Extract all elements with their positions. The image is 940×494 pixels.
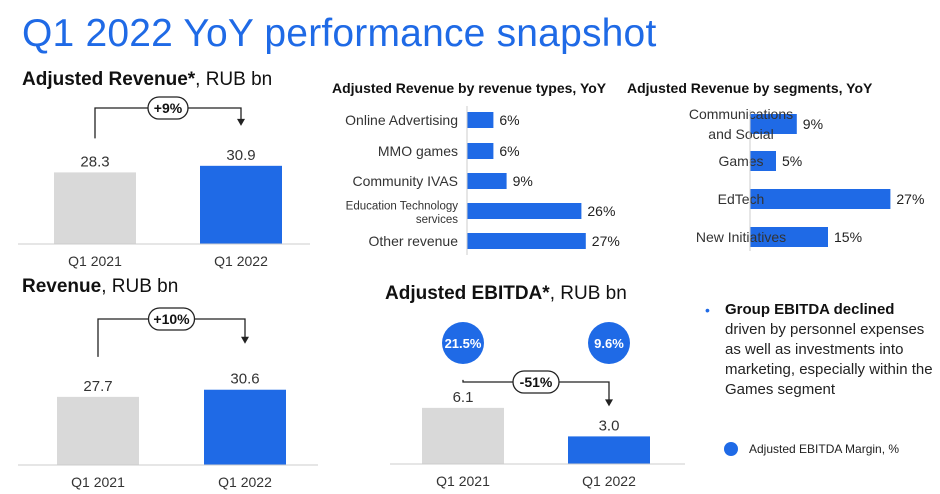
bar-q1-2021 <box>57 396 139 465</box>
notes-panel: • Group EBITDA declined driven by person… <box>705 300 940 400</box>
arrow-down-icon <box>241 336 249 344</box>
category-label: Q1 2021 <box>436 473 490 489</box>
change-label: +9% <box>154 100 183 116</box>
value-label: 27.7 <box>83 378 112 395</box>
category-label: Q1 2022 <box>218 474 272 490</box>
bullet-icon: • <box>705 302 710 318</box>
category-label: EdTech <box>718 191 765 207</box>
revenue-chart: 27.7 Q1 2021 30.6 Q1 2022 +10% <box>18 307 318 490</box>
category-label: Communications <box>689 106 793 122</box>
category-label: New Initiatives <box>696 229 786 245</box>
category-label: Q1 2021 <box>71 474 125 490</box>
value-label: 30.6 <box>230 371 259 388</box>
segments-chart: 9% Communications and Social 5% Games 27% EdTe… <box>689 106 924 251</box>
arrow-down-icon <box>237 118 245 126</box>
arrow-down-icon <box>605 399 613 407</box>
category-label: Community IVAS <box>352 173 458 189</box>
segments-title: Adjusted Revenue by segments, YoY <box>627 80 873 96</box>
category-label: Games <box>718 153 763 169</box>
bar-q1-2022 <box>568 436 650 464</box>
change-badge <box>512 370 560 394</box>
ebitda-title: Adjusted EBITDA*, RUB bn <box>385 283 627 305</box>
revenue-title: Revenue, RUB bn <box>22 276 178 298</box>
ebitda-title-unit: , RUB bn <box>549 283 627 304</box>
value-label: 30.9 <box>226 147 255 164</box>
adjusted-revenue-title: Adjusted Revenue*, RUB bn <box>22 69 272 91</box>
revenue-types-title: Adjusted Revenue by revenue types, YoY <box>332 80 607 96</box>
category-label: and Social <box>708 126 773 142</box>
value-label: 9% <box>803 116 823 132</box>
bar-3 <box>467 173 507 189</box>
page-title: Q1 2022 YoY performance snapshot <box>22 12 657 55</box>
bar-4 <box>467 203 582 219</box>
margin-legend-dot-icon <box>724 442 738 456</box>
revenue-title-unit: , RUB bn <box>101 276 179 297</box>
revenue-types-chart: 6% Online Advertising 6% MMO games 9% Communi… <box>345 106 620 255</box>
bar-5 <box>467 233 586 249</box>
bar-1 <box>467 112 494 128</box>
bar-4 <box>750 227 828 247</box>
change-badge <box>147 96 189 120</box>
value-label: 6% <box>499 143 519 159</box>
bar-2 <box>467 143 494 159</box>
category-label: services <box>416 214 458 226</box>
value-label: 27% <box>896 191 924 207</box>
value-label: 26% <box>587 203 615 219</box>
category-label: Q1 2022 <box>582 473 636 489</box>
value-label: 28.3 <box>80 153 109 170</box>
notes-text: driven by personnel expenses as well as … <box>725 321 933 398</box>
change-badge <box>147 307 196 331</box>
category-label: Q1 2022 <box>214 253 268 269</box>
margin-circle <box>588 322 630 364</box>
ebitda-chart: 6.1 Q1 2021 3.0 Q1 2022 -51% 21.5% 9.6% <box>390 322 685 489</box>
adjusted-revenue-title-unit: , RUB bn <box>195 69 273 90</box>
bar-q1-2022 <box>204 389 286 465</box>
value-label: 3.0 <box>599 417 620 434</box>
legend-label: Adjusted EBITDA Margin, % <box>749 442 900 456</box>
category-label: Education Technology <box>346 200 459 212</box>
bar-q1-2021 <box>422 407 504 464</box>
revenue-title-bold: Revenue <box>22 276 102 297</box>
value-label: 27% <box>592 233 620 249</box>
category-label: MMO games <box>378 143 458 159</box>
bar-q1-2022 <box>200 165 282 244</box>
value-label: 5% <box>782 153 802 169</box>
category-label: Q1 2021 <box>68 253 122 269</box>
adjusted-revenue-chart: 28.3 Q1 2021 30.9 Q1 2022 +9% <box>18 96 310 269</box>
notes-body: Group EBITDA declined driven by personne… <box>705 300 940 400</box>
adjusted-revenue-title-bold: Adjusted Revenue* <box>22 69 196 90</box>
value-label: 15% <box>834 229 862 245</box>
bar-2 <box>750 151 776 171</box>
bar-1 <box>750 114 797 134</box>
margin-label: 21.5% <box>445 336 482 351</box>
category-label: Online Advertising <box>345 112 458 128</box>
category-label: Other revenue <box>369 233 459 249</box>
margin-circle <box>442 322 484 364</box>
bar-3 <box>750 189 891 209</box>
bar-q1-2021 <box>54 172 136 244</box>
notes-heading: Group EBITDA declined <box>725 301 895 318</box>
ebitda-title-bold: Adjusted EBITDA* <box>385 283 550 304</box>
value-label: 9% <box>513 173 533 189</box>
change-label: -51% <box>520 374 553 390</box>
legend: Adjusted EBITDA Margin, % <box>724 442 899 456</box>
value-label: 6% <box>499 112 519 128</box>
value-label: 6.1 <box>453 389 474 406</box>
change-label: +10% <box>153 311 190 327</box>
margin-label: 9.6% <box>594 336 624 351</box>
